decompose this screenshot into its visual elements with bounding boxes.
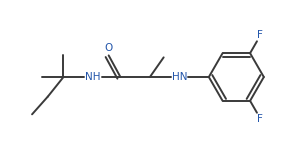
Text: F: F bbox=[258, 114, 263, 124]
Text: NH: NH bbox=[85, 72, 101, 82]
Text: HN: HN bbox=[172, 72, 187, 82]
Text: F: F bbox=[258, 30, 263, 40]
Text: O: O bbox=[104, 42, 113, 53]
